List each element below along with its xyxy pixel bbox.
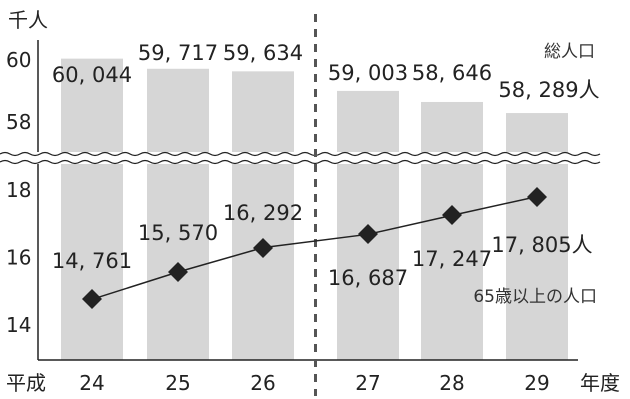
elderly-point-25 [168, 262, 188, 282]
axis-break-wave-bottom [0, 159, 601, 165]
x-tick-28: 28 [439, 371, 464, 395]
elderly-point-24 [82, 289, 102, 309]
elderly-point-27 [358, 224, 378, 244]
y-tick-60: 60 [6, 48, 31, 72]
x-tick-26: 26 [250, 371, 275, 395]
bar-label-25: 59, 717 [138, 41, 218, 65]
y-tick-14: 14 [6, 313, 31, 337]
x-tick-29: 29 [524, 371, 549, 395]
x-tick-27: 27 [355, 371, 380, 395]
axis-break-wave-top [0, 151, 601, 157]
line-label-26: 16, 292 [223, 201, 303, 225]
legend-total-population: 総人口 [544, 42, 595, 62]
bar-25 [147, 68, 209, 360]
bar-label-29: 58, 289人 [498, 78, 599, 102]
elderly-point-29 [527, 187, 547, 207]
line-label-24: 14, 761 [52, 249, 132, 273]
bar-28 [421, 101, 483, 360]
bar-24 [61, 58, 123, 361]
bar-label-27: 59, 003 [328, 61, 408, 85]
bars-layer [61, 58, 568, 361]
x-tick-24: 24 [79, 371, 104, 395]
elderly-point-28 [442, 205, 462, 225]
bar-label-24: 60, 044 [52, 63, 132, 87]
elderly-population-line [91, 195, 538, 301]
line-layer [82, 187, 547, 309]
line-label-27: 16, 687 [328, 266, 408, 290]
legend-elderly-population: 65歳以上の人口 [473, 287, 597, 307]
line-label-29: 17, 805人 [491, 233, 592, 257]
axis-break-band [0, 152, 600, 164]
line-label-25: 15, 570 [138, 221, 218, 245]
elderly-point-26 [253, 238, 273, 258]
bar-label-26: 59, 634 [223, 41, 303, 65]
x-axis-unit: 年度 [580, 371, 620, 395]
y-tick-18: 18 [6, 178, 31, 202]
x-tick-25: 25 [165, 371, 190, 395]
x-axis-era-label: 平成 [6, 371, 46, 395]
axes-layer: 60 58 18 16 14 24 25 26 27 28 29 [6, 40, 578, 395]
line-label-28: 17, 247 [412, 247, 492, 271]
axis-break-layer [0, 151, 601, 165]
bar-26 [232, 71, 294, 360]
y-axis-unit: 千人 [8, 8, 48, 32]
y-tick-16: 16 [6, 246, 31, 270]
y-tick-58: 58 [6, 110, 31, 134]
bar-label-28: 58, 646 [412, 61, 492, 85]
